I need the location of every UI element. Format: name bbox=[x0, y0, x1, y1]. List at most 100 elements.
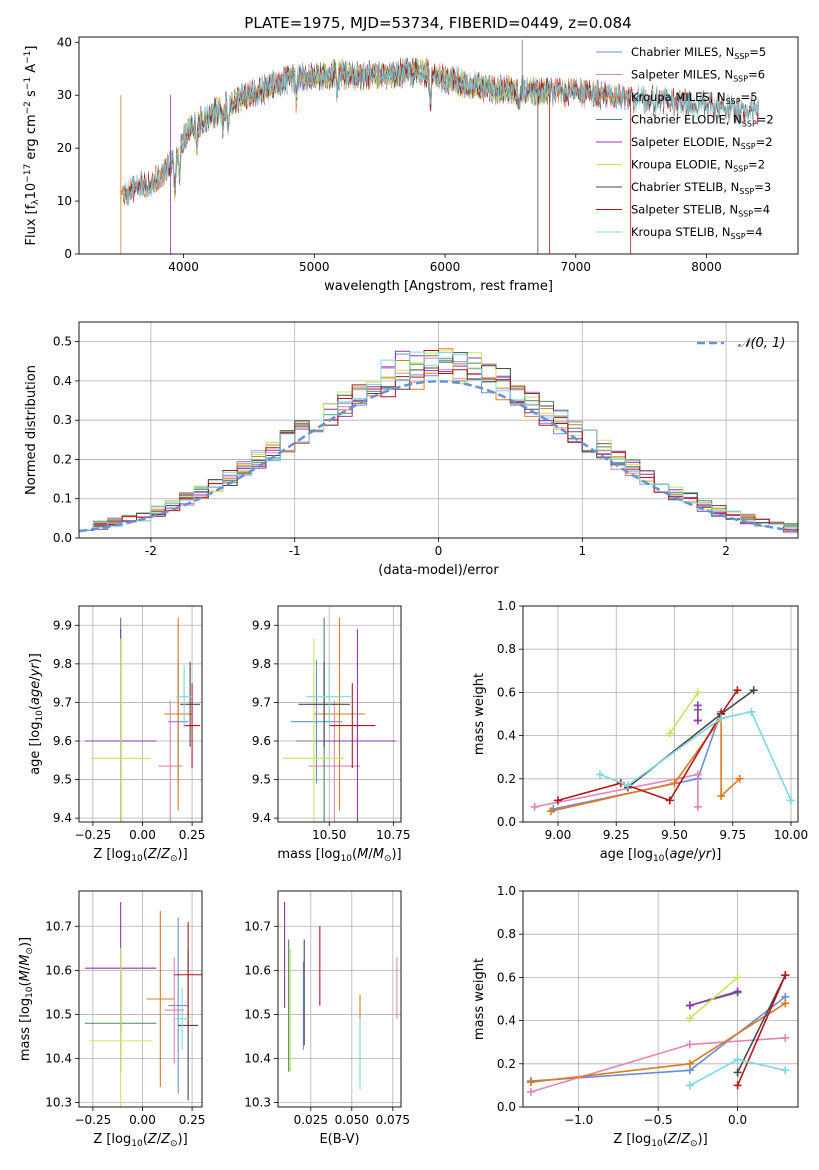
y-tick-label: 10.6 bbox=[244, 963, 271, 977]
y-tick-label: 9.9 bbox=[252, 618, 271, 632]
weight-line bbox=[736, 974, 787, 1086]
mass-vs-Z-ylabel: mass [log10(M/M⊙)] bbox=[18, 937, 35, 1061]
y-tick-label: 0.2 bbox=[53, 452, 72, 466]
spectrum-xlabel: wavelength [Angstrom, rest frame] bbox=[324, 279, 553, 294]
y-tick-label: 30 bbox=[57, 88, 72, 102]
spectrum-lines bbox=[120, 39, 760, 254]
mass-weight-vs-Z-axes: −1.0 −0.5 0.0 0.0 0.2 0.4 0.6 0.8 1.0 bbox=[497, 884, 798, 1127]
mass-weight-vs-Z-ylabel: mass weight bbox=[472, 958, 487, 1040]
legend-entry: Salpeter ELODIE, NSSP=2 bbox=[631, 135, 773, 151]
mass-weight-vs-Z-series bbox=[526, 971, 790, 1096]
y-tick-label: 9.7 bbox=[252, 695, 271, 709]
x-tick-label: 10.00 bbox=[774, 828, 808, 842]
y-tick-label: 0.8 bbox=[497, 642, 516, 656]
x-tick-label: 0.075 bbox=[376, 1113, 410, 1127]
y-tick-label: 0 bbox=[64, 247, 72, 261]
y-tick-label: 10.4 bbox=[45, 1052, 72, 1066]
x-tick-label: 7000 bbox=[560, 260, 591, 274]
x-tick-label: 0 bbox=[435, 544, 443, 558]
legend-entry: Kroupa STELIB, NSSP=4 bbox=[631, 225, 763, 241]
y-tick-label: 1.0 bbox=[497, 599, 516, 613]
y-tick-label: 0.2 bbox=[497, 772, 516, 786]
figure-title: PLATE=1975, MJD=53734, FIBERID=0449, z=0… bbox=[244, 14, 631, 32]
x-tick-label: −0.25 bbox=[74, 1113, 111, 1127]
y-tick-label: 0.4 bbox=[497, 729, 516, 743]
x-tick-label: -1 bbox=[289, 544, 301, 558]
axes-layer: 4000 5000 6000 7000 8000010203040wavelength … bbox=[18, 35, 808, 1149]
spectrum-frame bbox=[78, 36, 799, 255]
y-tick-label: 0.2 bbox=[497, 1057, 516, 1071]
legend-entry: Chabrier STELIB, NSSP=3 bbox=[631, 180, 771, 196]
weight-line bbox=[669, 691, 699, 734]
x-tick-label: 1 bbox=[578, 544, 586, 558]
y-tick-label: 0.0 bbox=[53, 531, 72, 545]
weight-line bbox=[627, 689, 755, 789]
y-tick-label: 9.4 bbox=[252, 811, 271, 825]
x-tick-label: 6000 bbox=[430, 260, 461, 274]
x-tick-label: 10.50 bbox=[312, 828, 346, 842]
y-tick-label: 0.0 bbox=[497, 1100, 516, 1114]
mass-weight-vs-Z-frame bbox=[522, 890, 799, 1108]
age-vs-Z-xlabel: Z [log10(Z/Z⊙)] bbox=[93, 847, 187, 864]
spectrum-axes: 4000 5000 6000 7000 8000 0 10 20 30 40 bbox=[57, 35, 722, 274]
y-tick-label: 0.8 bbox=[497, 927, 516, 941]
y-tick-label: 9.6 bbox=[53, 734, 72, 748]
y-tick-label: 9.8 bbox=[53, 657, 72, 671]
x-tick-label: 0.00 bbox=[129, 828, 156, 842]
y-tick-label: 9.8 bbox=[252, 657, 271, 671]
y-tick-label: 10.4 bbox=[244, 1052, 271, 1066]
y-tick-label: 0.5 bbox=[53, 335, 72, 349]
x-tick-label: -2 bbox=[145, 544, 157, 558]
mass-weight-vs-age-xlabel: age [log10(age/yr)] bbox=[600, 847, 722, 864]
mass-vs-ebv-xlabel: E(B-V) bbox=[319, 1132, 359, 1147]
age-vs-mass-xlabel: mass [log10(M/M⊙)] bbox=[277, 847, 401, 864]
y-tick-label: 10.5 bbox=[45, 1007, 72, 1021]
y-tick-label: 0.4 bbox=[53, 374, 72, 388]
legend-entry: Salpeter MILES, NSSP=6 bbox=[631, 68, 765, 84]
y-tick-label: 10.5 bbox=[244, 1007, 271, 1021]
x-tick-label: 9.75 bbox=[719, 828, 746, 842]
x-tick-label: 0.25 bbox=[179, 828, 206, 842]
x-tick-label: −0.25 bbox=[74, 828, 111, 842]
legend-entry: Chabrier ELODIE, NSSP=2 bbox=[631, 113, 774, 129]
age-vs-Z-frame bbox=[78, 605, 203, 823]
mass-weight-vs-age-ylabel: mass weight bbox=[472, 673, 487, 755]
residual-histogram-ylabel: Normed distribution bbox=[24, 365, 39, 495]
x-tick-label: 9.00 bbox=[545, 828, 572, 842]
x-tick-label: 9.25 bbox=[603, 828, 630, 842]
legend-entry: 𝒩(0, 1) bbox=[738, 336, 785, 351]
spectrum-ylabel: Flux [fλ10−17 erg cm−2 s−1 A−1] bbox=[23, 46, 41, 246]
mass-vs-ebv-frame bbox=[277, 890, 402, 1108]
weight-line bbox=[689, 976, 739, 1020]
y-tick-label: 9.7 bbox=[53, 695, 72, 709]
mass-weight-vs-age-series bbox=[530, 686, 796, 816]
age-vs-mass-points bbox=[283, 617, 396, 822]
y-tick-label: 40 bbox=[57, 35, 72, 49]
x-tick-label: 5000 bbox=[299, 260, 330, 274]
mass-weight-vs-Z-xlabel: Z [log10(Z/Z⊙)] bbox=[613, 1132, 707, 1149]
y-tick-label: 9.4 bbox=[53, 811, 72, 825]
x-tick-label: 0.050 bbox=[335, 1113, 369, 1127]
y-tick-label: 9.6 bbox=[252, 734, 271, 748]
age-vs-Z-points bbox=[84, 617, 201, 822]
mass-vs-ebv-axes: 0.025 0.050 0.075 10.3 10.4 10.5 10.6 10.7 bbox=[244, 891, 410, 1127]
mass-vs-Z-xlabel: Z [log10(Z/Z⊙)] bbox=[93, 1132, 187, 1149]
x-tick-label: 2 bbox=[722, 544, 730, 558]
residual-histogram-frame bbox=[78, 321, 799, 539]
y-tick-label: 10.3 bbox=[244, 1096, 271, 1110]
x-tick-label: 10.75 bbox=[376, 828, 410, 842]
y-tick-label: 10.7 bbox=[244, 919, 271, 933]
age-vs-mass-frame bbox=[277, 605, 402, 823]
residual-histogram-xlabel: (data-model)/error bbox=[378, 563, 499, 578]
y-tick-label: 20 bbox=[57, 141, 72, 155]
x-tick-label: 8000 bbox=[691, 260, 722, 274]
x-tick-label: 4000 bbox=[168, 260, 199, 274]
residual-histogram-axes: -2 -1 0 1 2 0.0 0.1 0.2 0.3 0.4 0.5 bbox=[53, 322, 798, 558]
age-vs-Z-ylabel: age [log10(age/yr)] bbox=[28, 653, 45, 775]
histogram-series bbox=[79, 351, 798, 531]
y-tick-label: 0.0 bbox=[497, 815, 516, 829]
x-tick-label: 9.50 bbox=[661, 828, 688, 842]
weight-line bbox=[736, 974, 787, 1073]
spectrum-line bbox=[123, 58, 760, 207]
